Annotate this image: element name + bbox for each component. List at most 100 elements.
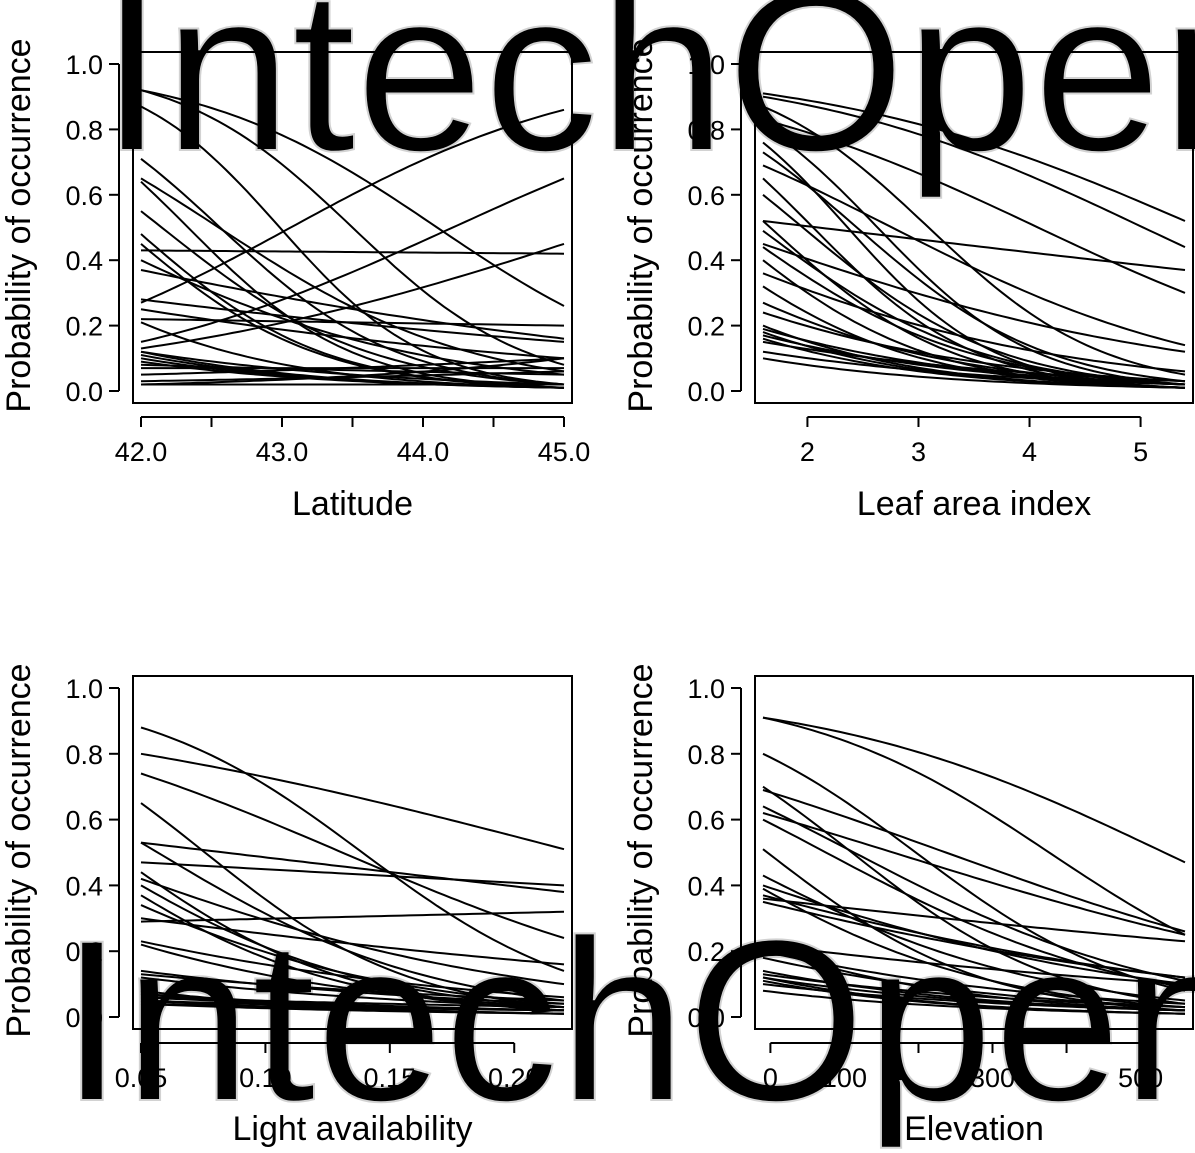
response-curve — [140, 360, 565, 389]
response-curve — [140, 910, 565, 923]
plot-box — [132, 51, 573, 404]
response-curve — [140, 1002, 565, 1012]
response-curve — [140, 976, 565, 1009]
response-curve — [140, 841, 565, 1002]
response-curve — [762, 789, 1186, 933]
y-tick-label: 0.4 — [65, 246, 103, 276]
response-curve — [762, 874, 1186, 1002]
y-tick-label: 0.6 — [65, 806, 103, 836]
response-curve — [762, 818, 1186, 989]
response-curve — [762, 350, 1186, 386]
y-tick-label: 0.0 — [687, 1003, 725, 1033]
x-tick-label: 500 — [1118, 1063, 1163, 1093]
response-curve — [140, 752, 565, 851]
curves — [140, 89, 565, 389]
response-curve — [140, 210, 565, 386]
response-curve — [140, 973, 565, 1002]
response-curve — [762, 716, 1186, 936]
response-curve — [140, 269, 565, 340]
chart-panel-3: 0.0 0.2 0.4 0.6 0.8 1.0 0.05 0.10 0.15 0.20 Light … — [0, 663, 573, 1148]
response-curve — [140, 1002, 565, 1015]
x-tick-label: 5 — [1133, 437, 1148, 467]
y-tick-label: 0.4 — [687, 871, 725, 901]
response-curve — [140, 357, 565, 376]
response-curve — [140, 350, 565, 386]
y-axis-title: Probability of occurrence — [0, 663, 38, 1037]
x-tick-label: 0.10 — [239, 1063, 292, 1093]
y-tick-label: 0.0 — [65, 1003, 103, 1033]
chart-panel-4: 0.0 0.2 0.4 0.6 0.8 1.0 0 100 300 500 Elevation Pro… — [622, 663, 1194, 1148]
response-curve — [762, 151, 1186, 383]
y-tick-label: 0.2 — [65, 312, 103, 342]
response-curve — [762, 812, 1186, 936]
response-curve — [140, 357, 565, 386]
x-tick-label: 42.0 — [115, 437, 168, 467]
plot-box — [754, 675, 1194, 1030]
x-tick-label: 4 — [1022, 437, 1037, 467]
plot-box — [132, 675, 573, 1030]
response-curve — [762, 357, 1186, 389]
response-curve — [140, 177, 565, 373]
watermark-bottom: IntechOpen — [60, 892, 1195, 1149]
response-curve — [762, 242, 1186, 353]
response-curve — [140, 108, 565, 304]
response-curve — [140, 917, 565, 966]
curves — [140, 726, 565, 1015]
y-axis-title: Probability of occurrence — [0, 38, 38, 412]
response-curve — [762, 272, 1186, 373]
y-tick-label: 0.4 — [687, 246, 725, 276]
plot-box — [754, 51, 1194, 404]
y-tick-label: 0.2 — [687, 937, 725, 967]
x-axis-title: Elevation — [904, 1110, 1044, 1148]
response-curve — [140, 308, 565, 360]
response-curve — [762, 897, 1186, 943]
y-tick-label: 0.8 — [687, 115, 725, 145]
response-curve — [762, 95, 1186, 249]
y-tick-label: 0.8 — [65, 115, 103, 145]
response-curve — [140, 726, 565, 972]
x-axis-title: Light availability — [232, 1110, 472, 1148]
x-tick-label: 0.15 — [364, 1063, 417, 1093]
y-tick-label: 0.6 — [687, 806, 725, 836]
response-curve — [140, 89, 565, 307]
curves — [762, 716, 1186, 1015]
chart-panels: 0.0 0.2 0.4 0.6 0.8 1.0 42.0 43.0 44.0 45.0 Latitu… — [0, 38, 1194, 1148]
response-curve — [140, 861, 565, 887]
y-tick-label: 1.0 — [687, 674, 725, 704]
response-curve — [762, 716, 1186, 864]
response-curve — [140, 242, 565, 350]
response-curve — [140, 996, 565, 1009]
response-curve — [140, 841, 565, 893]
response-curve — [762, 887, 1186, 1009]
curves — [762, 92, 1186, 389]
response-curve — [762, 164, 1186, 347]
y-tick-label: 0.2 — [687, 312, 725, 342]
x-tick-label: 0.05 — [115, 1063, 168, 1093]
response-curve — [762, 220, 1186, 271]
response-curve — [141, 249, 565, 255]
y-tick-label: 0.8 — [65, 740, 103, 770]
response-curve — [762, 943, 1186, 986]
response-curve — [762, 340, 1186, 383]
x-tick-label: 45.0 — [538, 437, 591, 467]
response-curve — [762, 983, 1186, 1012]
y-tick-label: 0.6 — [65, 181, 103, 211]
y-tick-label: 0.0 — [687, 377, 725, 407]
response-curve — [762, 92, 1186, 222]
response-curve — [762, 311, 1186, 383]
x-tick-label: 0 — [763, 1063, 778, 1093]
y-tick-label: 1.0 — [687, 50, 725, 80]
response-curve — [762, 989, 1186, 1015]
x-tick-label: 43.0 — [256, 437, 309, 467]
response-curve — [762, 900, 1186, 979]
response-curve — [762, 246, 1186, 386]
x-axis-title: Leaf area index — [857, 485, 1091, 523]
x-tick-label: 44.0 — [397, 437, 450, 467]
x-tick-label: 100 — [822, 1063, 867, 1093]
x-tick-label: 2 — [800, 437, 815, 467]
y-tick-label: 1.0 — [65, 674, 103, 704]
response-curve — [762, 950, 1186, 1005]
response-curve — [762, 973, 1186, 1009]
y-axis-title: Probability of occurrence — [622, 663, 660, 1037]
